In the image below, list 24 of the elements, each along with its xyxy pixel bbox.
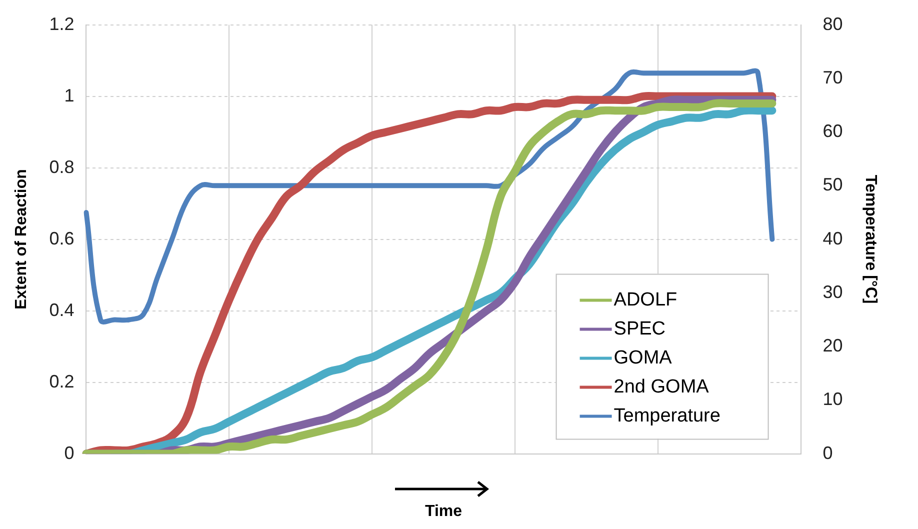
legend-label: ADOLF: [614, 290, 678, 311]
y2-tick-label: 10: [822, 389, 843, 410]
y-tick-label: 0.4: [49, 300, 74, 320]
x-axis-title: Time: [424, 502, 462, 520]
y2-tick-label: 80: [822, 14, 843, 34]
y2-tick-label: 0: [822, 442, 833, 463]
y2-axis-title: Temperature [°C]: [862, 174, 879, 304]
y2-tick-label: 20: [822, 336, 843, 356]
y-tick-label: 1.2: [49, 14, 74, 34]
y2-tick-label: 50: [822, 174, 843, 195]
y2-tick-label: 30: [822, 282, 843, 302]
y-axis-title: Extent of Reaction: [13, 169, 30, 310]
legend-label: Temperature: [614, 406, 720, 427]
y-tick-label: 0.6: [49, 228, 74, 248]
y-tick-label: 0.8: [49, 156, 74, 177]
legend-label: 2nd GOMA: [614, 376, 710, 398]
y2-tick-label: 70: [822, 67, 843, 88]
legend-label: GOMA: [614, 348, 672, 369]
y2-tick-label: 60: [822, 121, 843, 142]
y-tick-label: 0.2: [49, 371, 74, 392]
y-tick-label: 0: [64, 442, 74, 463]
y-tick-label: 1: [64, 85, 74, 106]
legend-label: SPEC: [614, 318, 666, 340]
y2-tick-label: 40: [822, 228, 843, 248]
